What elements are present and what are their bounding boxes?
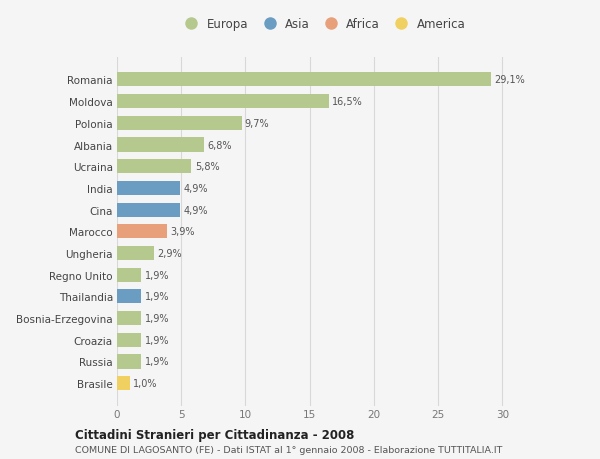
Bar — [117, 160, 191, 174]
Bar — [117, 311, 142, 325]
Text: Cittadini Stranieri per Cittadinanza - 2008: Cittadini Stranieri per Cittadinanza - 2… — [75, 428, 355, 442]
Text: 4,9%: 4,9% — [183, 184, 208, 194]
Bar — [117, 246, 154, 260]
Legend: Europa, Asia, Africa, America: Europa, Asia, Africa, America — [179, 18, 466, 31]
Bar — [117, 95, 329, 109]
Text: 16,5%: 16,5% — [332, 97, 363, 107]
Text: 2,9%: 2,9% — [157, 248, 182, 258]
Bar — [117, 117, 242, 131]
Bar — [117, 203, 180, 217]
Text: 1,9%: 1,9% — [145, 292, 169, 302]
Text: 3,9%: 3,9% — [170, 227, 195, 237]
Bar — [117, 355, 142, 369]
Text: 1,9%: 1,9% — [145, 313, 169, 324]
Bar — [117, 181, 180, 196]
Text: 1,9%: 1,9% — [145, 357, 169, 367]
Bar — [117, 73, 491, 87]
Bar — [117, 225, 167, 239]
Text: 5,8%: 5,8% — [195, 162, 220, 172]
Bar — [117, 268, 142, 282]
Bar — [117, 376, 130, 390]
Bar — [117, 333, 142, 347]
Bar — [117, 290, 142, 304]
Text: 9,7%: 9,7% — [245, 118, 269, 129]
Text: 29,1%: 29,1% — [494, 75, 525, 85]
Text: 1,0%: 1,0% — [133, 378, 158, 388]
Text: COMUNE DI LAGOSANTO (FE) - Dati ISTAT al 1° gennaio 2008 - Elaborazione TUTTITAL: COMUNE DI LAGOSANTO (FE) - Dati ISTAT al… — [75, 445, 502, 454]
Text: 6,8%: 6,8% — [208, 140, 232, 150]
Bar — [117, 138, 205, 152]
Text: 4,9%: 4,9% — [183, 205, 208, 215]
Text: 1,9%: 1,9% — [145, 270, 169, 280]
Text: 1,9%: 1,9% — [145, 335, 169, 345]
